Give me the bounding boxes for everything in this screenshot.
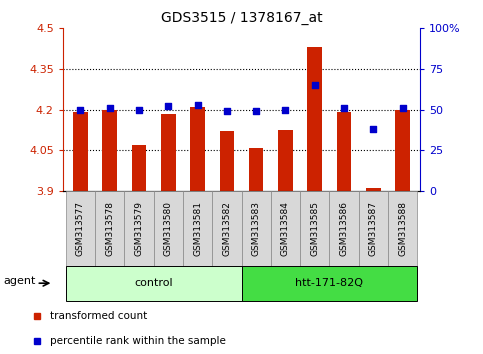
Bar	[337, 113, 351, 191]
Point	[106, 105, 114, 111]
Text: percentile rank within the sample: percentile rank within the sample	[50, 336, 226, 346]
Text: GSM313586: GSM313586	[340, 201, 349, 256]
FancyBboxPatch shape	[300, 191, 329, 266]
FancyBboxPatch shape	[271, 191, 300, 266]
FancyBboxPatch shape	[388, 191, 417, 266]
Text: GSM313587: GSM313587	[369, 201, 378, 256]
Point	[194, 102, 201, 108]
Bar	[395, 110, 410, 191]
Text: GSM313577: GSM313577	[76, 201, 85, 256]
FancyBboxPatch shape	[242, 191, 271, 266]
Bar	[278, 130, 293, 191]
Text: GSM313584: GSM313584	[281, 201, 290, 256]
Point	[311, 82, 319, 88]
Bar	[190, 107, 205, 191]
Bar	[307, 47, 322, 191]
Point	[252, 109, 260, 114]
Text: GSM313585: GSM313585	[310, 201, 319, 256]
Text: htt-171-82Q: htt-171-82Q	[296, 278, 363, 288]
FancyBboxPatch shape	[329, 191, 359, 266]
Bar	[366, 188, 381, 191]
Point	[369, 126, 377, 132]
Point	[282, 107, 289, 113]
FancyBboxPatch shape	[124, 191, 154, 266]
FancyBboxPatch shape	[66, 191, 95, 266]
Text: control: control	[134, 278, 173, 288]
Point	[223, 109, 231, 114]
Point	[399, 105, 407, 111]
Text: transformed count: transformed count	[50, 311, 147, 321]
FancyBboxPatch shape	[66, 266, 242, 301]
FancyBboxPatch shape	[359, 191, 388, 266]
Bar	[132, 145, 146, 191]
Text: GSM313578: GSM313578	[105, 201, 114, 256]
Bar	[161, 114, 176, 191]
Bar	[220, 131, 234, 191]
Text: GSM313588: GSM313588	[398, 201, 407, 256]
Text: GSM313583: GSM313583	[252, 201, 261, 256]
Text: GSM313580: GSM313580	[164, 201, 173, 256]
FancyBboxPatch shape	[183, 191, 212, 266]
Title: GDS3515 / 1378167_at: GDS3515 / 1378167_at	[161, 11, 322, 24]
Bar	[249, 148, 263, 191]
FancyBboxPatch shape	[212, 191, 242, 266]
FancyBboxPatch shape	[154, 191, 183, 266]
Bar	[102, 110, 117, 191]
Point	[76, 107, 84, 113]
Bar	[73, 113, 88, 191]
Point	[340, 105, 348, 111]
Text: GSM313582: GSM313582	[222, 201, 231, 256]
Text: GSM313579: GSM313579	[134, 201, 143, 256]
Point	[135, 107, 143, 113]
Point	[164, 104, 172, 109]
FancyBboxPatch shape	[242, 266, 417, 301]
FancyBboxPatch shape	[95, 191, 124, 266]
Text: agent: agent	[3, 276, 36, 286]
Text: GSM313581: GSM313581	[193, 201, 202, 256]
